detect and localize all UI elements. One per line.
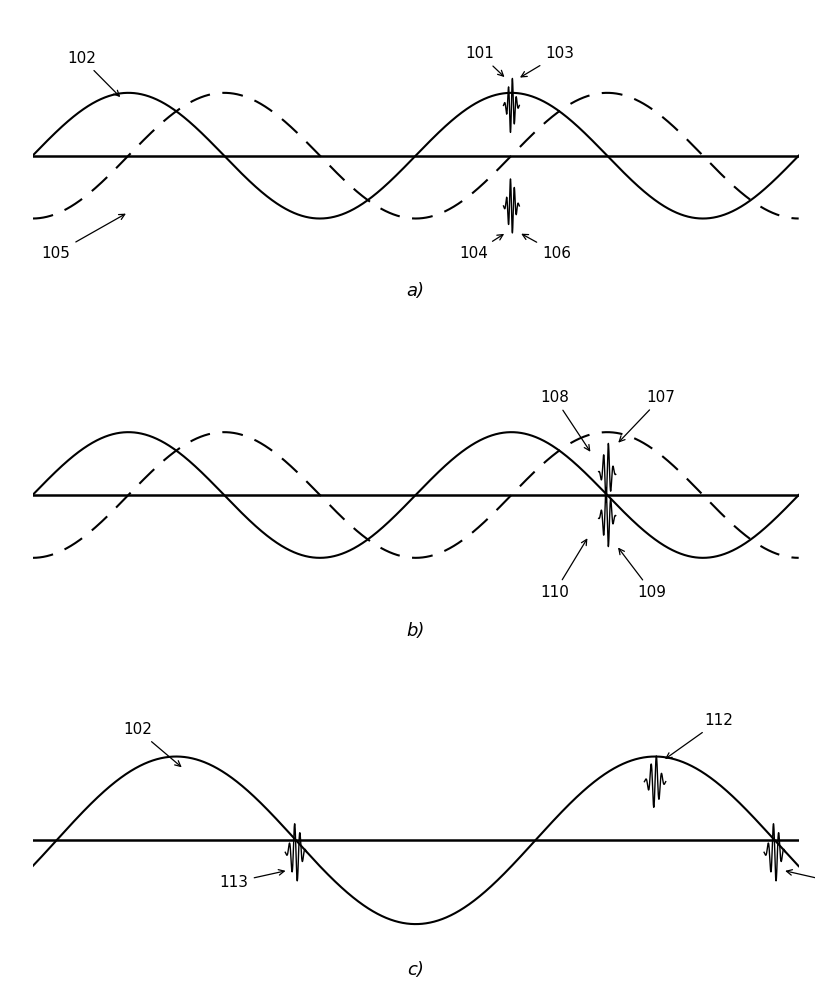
Text: 107: 107 (619, 390, 676, 442)
Text: 109: 109 (619, 549, 667, 600)
Text: a): a) (407, 282, 425, 300)
Text: 106: 106 (522, 234, 570, 261)
Text: 112: 112 (666, 713, 734, 758)
Text: 101: 101 (465, 46, 504, 76)
Text: 111: 111 (786, 870, 815, 890)
Text: 105: 105 (42, 214, 125, 261)
Text: 102: 102 (123, 722, 181, 766)
Text: b): b) (407, 622, 425, 640)
Text: 103: 103 (521, 46, 574, 77)
Text: 102: 102 (68, 51, 119, 96)
Text: 108: 108 (540, 390, 589, 451)
Text: 113: 113 (220, 870, 284, 890)
Text: c): c) (408, 961, 424, 979)
Text: 104: 104 (460, 235, 503, 261)
Text: 110: 110 (540, 539, 587, 600)
